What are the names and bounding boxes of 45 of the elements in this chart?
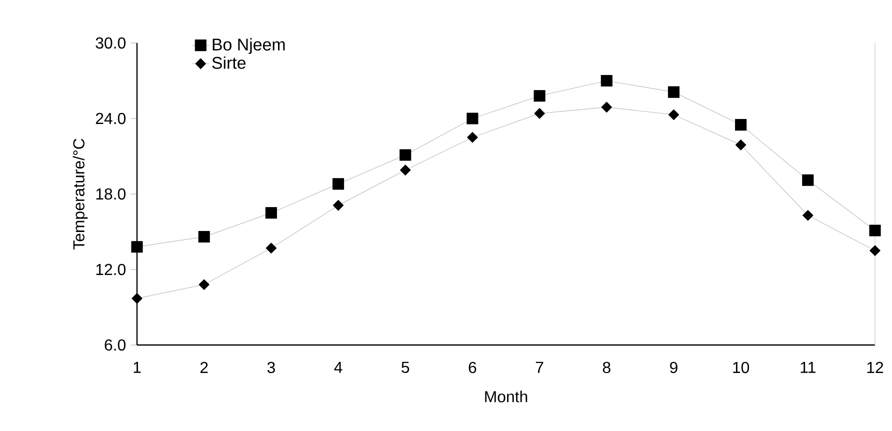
x-tick-label: 2 xyxy=(200,362,208,373)
point xyxy=(467,132,478,143)
point xyxy=(400,149,412,161)
x-tick-label: 3 xyxy=(267,362,275,374)
point xyxy=(132,293,142,304)
point xyxy=(332,178,344,190)
y-tick-label: 6.0 xyxy=(104,339,126,351)
y-axis-title: Temperature/°C xyxy=(72,138,88,250)
x-tick-label: 1 xyxy=(134,362,141,373)
point xyxy=(600,74,612,87)
y-tick-label: 12.0 xyxy=(96,264,126,276)
point xyxy=(332,200,344,211)
y-tick-label: 24.0 xyxy=(96,112,126,124)
y-tick-label: 18.0 xyxy=(96,188,126,200)
x-tick-label: 4 xyxy=(334,362,342,373)
point xyxy=(601,102,612,113)
point xyxy=(735,140,746,150)
legend-label: Bo Njeem xyxy=(212,38,285,54)
x-tick-label: 6 xyxy=(468,362,476,374)
point xyxy=(534,108,545,119)
x-tick-label: 12 xyxy=(867,362,884,373)
point xyxy=(400,164,411,176)
point xyxy=(265,207,277,219)
x-tick-label: 9 xyxy=(670,362,678,374)
point xyxy=(534,90,546,102)
point xyxy=(198,231,210,243)
x-tick-label: 5 xyxy=(402,362,410,373)
point xyxy=(266,242,277,254)
point xyxy=(735,119,747,131)
x-tick-label: 8 xyxy=(602,362,610,374)
point xyxy=(802,210,814,221)
y-tick-label: 30.0 xyxy=(96,37,126,49)
point xyxy=(668,86,680,98)
x-tick-label: 10 xyxy=(733,362,750,374)
x-axis-title: Month xyxy=(485,390,528,402)
point xyxy=(802,174,814,186)
point xyxy=(869,224,881,236)
x-tick-label: 11 xyxy=(800,362,816,373)
point xyxy=(131,241,143,253)
point xyxy=(198,279,210,290)
x-tick-label: 7 xyxy=(536,362,544,373)
point xyxy=(668,109,680,120)
point xyxy=(466,112,478,124)
point xyxy=(870,245,880,256)
legend-label: Sirte xyxy=(212,56,246,69)
